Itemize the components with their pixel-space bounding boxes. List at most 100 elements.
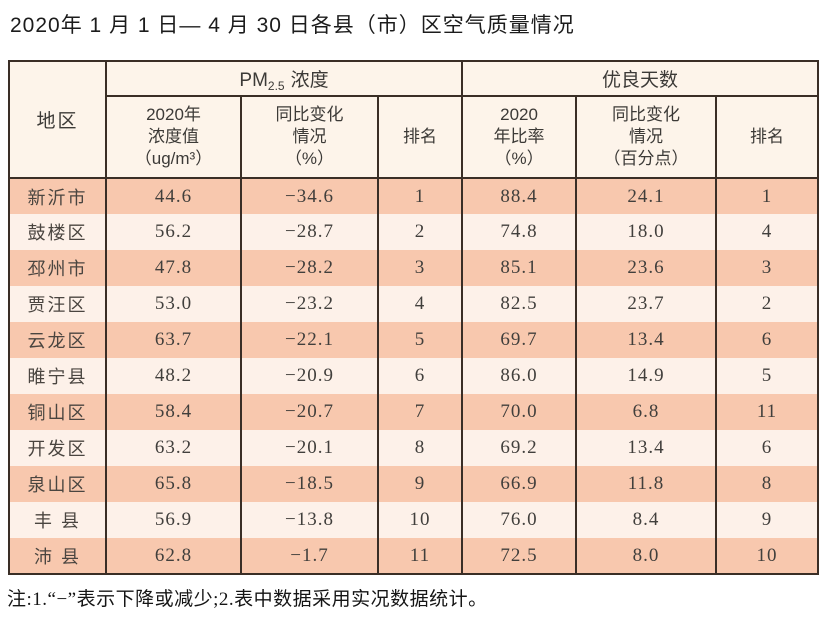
good-change-cell: 18.0 [575,214,718,250]
pm-change-cell: −20.9 [240,358,379,394]
pm-rank-cell: 4 [376,286,464,322]
pm-value-cell: 44.6 [105,178,242,214]
good-rank-cell: 5 [715,358,820,394]
footnote: 注:1.“−”表示下降或减少;2.表中数据采用实况数据统计。 [7,589,488,610]
table-header: 地区 PM2.5 浓度 优良天数 2020年 浓度值 （ug/m³） 同比变化 情… [8,61,820,179]
pm-rank-cell: 3 [376,250,464,286]
table-row: 丰 县 56.9 −13.8 10 76.0 8.4 9 [8,502,820,538]
table-row: 贾汪区 53.0 −23.2 4 82.5 23.7 2 [8,286,820,322]
pm-value-cell: 53.0 [105,286,242,322]
good-rate-cell: 69.7 [461,322,578,358]
good-change-cell: 13.4 [575,322,718,358]
good-change-cell: 8.0 [575,538,718,574]
region-cell: 睢宁县 [8,358,107,394]
pm-change-cell: −34.6 [240,178,379,214]
good-change-cell: 11.8 [575,466,718,502]
table-body: 新沂市 44.6 −34.6 1 88.4 24.1 1 鼓楼区 56.2 −2… [8,178,820,574]
pm-rank-cell: 5 [376,322,464,358]
good-rank-cell: 3 [715,250,820,286]
pm-change-cell: −1.7 [240,538,379,574]
pm-value-cell: 47.8 [105,250,242,286]
pm25-subscript: 2.5 [267,78,285,93]
pm-value-cell: 48.2 [105,358,242,394]
pm25-suffix: 浓度 [290,69,329,91]
region-cell: 贾汪区 [8,286,107,322]
good-change-cell: 6.8 [575,394,718,430]
pm-rank-cell: 9 [376,466,464,502]
pm-value-cell: 65.8 [105,466,242,502]
pm-value-cell: 56.9 [105,502,242,538]
table-row: 沛 县 62.8 −1.7 11 72.5 8.0 10 [8,538,820,574]
region-cell: 开发区 [8,430,107,466]
region-cell: 邳州市 [8,250,107,286]
good-rate-cell: 69.2 [461,430,578,466]
pm-value-cell: 58.4 [105,394,242,430]
pm-rank-cell: 10 [376,502,464,538]
pm-value-cell: 63.2 [105,430,242,466]
pm-change-cell: −18.5 [240,466,379,502]
pm-rank-cell: 1 [376,178,464,214]
table-row: 鼓楼区 56.2 −28.7 2 74.8 18.0 4 [8,214,820,250]
pm-change-cell: −28.7 [240,214,379,250]
region-cell: 新沂市 [8,178,107,214]
column-header-region: 地区 [8,61,107,179]
table-row: 开发区 63.2 −20.1 8 69.2 13.4 6 [8,430,820,466]
pm-change-cell: −23.2 [240,286,379,322]
good-change-cell: 13.4 [575,430,718,466]
good-rate-cell: 66.9 [461,466,578,502]
good-rank-cell: 4 [715,214,820,250]
good-rank-cell: 9 [715,502,820,538]
good-rank-cell: 6 [715,322,820,358]
pm-change-cell: −22.1 [240,322,379,358]
good-rank-cell: 6 [715,430,820,466]
region-cell: 铜山区 [8,394,107,430]
table-row: 睢宁县 48.2 −20.9 6 86.0 14.9 5 [8,358,820,394]
column-header-pm-change: 同比变化 情况 （%） [240,96,379,179]
column-header-good-rank: 排名 [715,96,820,179]
good-rank-cell: 10 [715,538,820,574]
region-cell: 沛 县 [8,538,107,574]
good-rate-cell: 70.0 [461,394,578,430]
good-rate-cell: 86.0 [461,358,578,394]
column-group-pm25: PM2.5 浓度 [104,61,464,97]
header-group-row: 地区 PM2.5 浓度 优良天数 [8,61,820,179]
table-row: 邳州市 47.8 −28.2 3 85.1 23.6 3 [8,250,820,286]
good-change-cell: 23.6 [575,250,718,286]
good-rank-cell: 2 [715,286,820,322]
pm25-label: PM [239,69,268,91]
pm-change-cell: −28.2 [240,250,379,286]
region-cell: 泉山区 [8,466,107,502]
table-row: 新沂市 44.6 −34.6 1 88.4 24.1 1 [8,178,820,214]
pm-value-cell: 56.2 [105,214,242,250]
pm-rank-cell: 7 [376,394,464,430]
pm-rank-cell: 2 [376,214,464,250]
pm-value-cell: 63.7 [105,322,242,358]
header-sub-row: 2020年 浓度值 （ug/m³） 同比变化 情况 （%） 排名 2020 年比… [9,96,820,179]
pm-change-cell: −20.7 [240,394,379,430]
pm-value-cell: 62.8 [105,538,242,574]
pm-change-cell: −13.8 [240,502,379,538]
good-change-cell: 8.4 [575,502,718,538]
pm-rank-cell: 11 [376,538,464,574]
good-rate-cell: 76.0 [461,502,578,538]
table-row: 铜山区 58.4 −20.7 7 70.0 6.8 11 [8,394,820,430]
column-header-pm-rank: 排名 [376,96,464,179]
good-rate-cell: 74.8 [461,214,578,250]
good-rate-cell: 88.4 [461,178,578,214]
good-rate-cell: 85.1 [461,250,578,286]
pm-rank-cell: 8 [376,430,464,466]
good-rank-cell: 8 [715,466,820,502]
region-cell: 鼓楼区 [8,214,107,250]
table-row: 云龙区 63.7 −22.1 5 69.7 13.4 6 [8,322,820,358]
column-header-good-rate: 2020 年比率 （%） [461,96,578,179]
good-rank-cell: 1 [715,178,820,214]
region-cell: 云龙区 [8,322,107,358]
air-quality-table: 地区 PM2.5 浓度 优良天数 2020年 浓度值 （ug/m³） 同比变化 情… [8,60,820,575]
region-cell: 丰 县 [8,502,107,538]
good-rank-cell: 11 [715,394,820,430]
good-rate-cell: 72.5 [461,538,578,574]
good-rate-cell: 82.5 [461,286,578,322]
good-change-cell: 24.1 [575,178,718,214]
column-group-good-days: 优良天数 [461,61,820,97]
